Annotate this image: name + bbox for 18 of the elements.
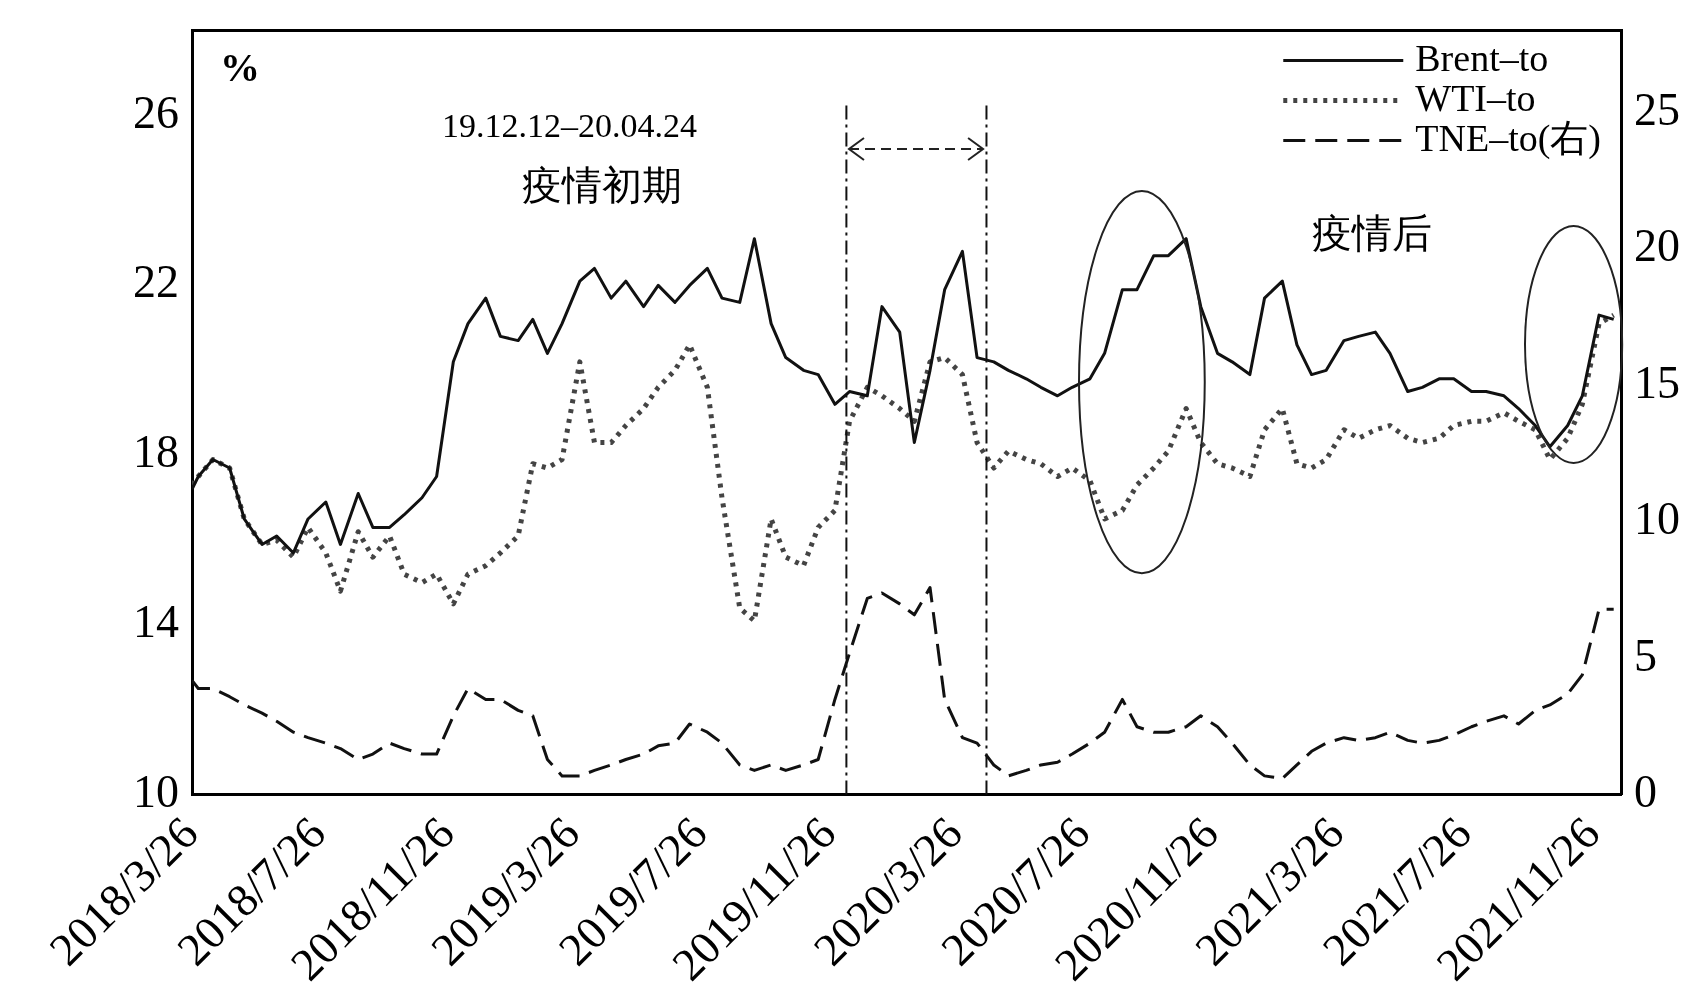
y-tick-label: 14 — [133, 596, 179, 648]
legend-label: Brent–to — [1415, 36, 1549, 79]
y-tick-label: 10 — [133, 766, 179, 818]
annotation: 19.12.12–20.04.24 — [442, 106, 697, 144]
y-tick-label: 26 — [133, 86, 179, 138]
y-tick-label: 22 — [133, 256, 179, 308]
legend-label: TNE–to(右) — [1415, 116, 1601, 160]
y2-tick-label: 15 — [1634, 356, 1680, 408]
y2-tick-label: 5 — [1634, 629, 1657, 681]
y-axis-title: % — [220, 44, 260, 90]
y2-tick-label: 20 — [1634, 220, 1680, 272]
y2-tick-label: 10 — [1634, 493, 1680, 545]
y2-tick-label: 0 — [1634, 766, 1657, 818]
y2-tick-label: 25 — [1634, 83, 1680, 135]
y-tick-label: 18 — [133, 426, 179, 478]
annotation: 疫情后 — [1312, 211, 1432, 257]
legend-label: WTI–to — [1415, 76, 1536, 119]
annotation: 疫情初期 — [522, 163, 682, 209]
